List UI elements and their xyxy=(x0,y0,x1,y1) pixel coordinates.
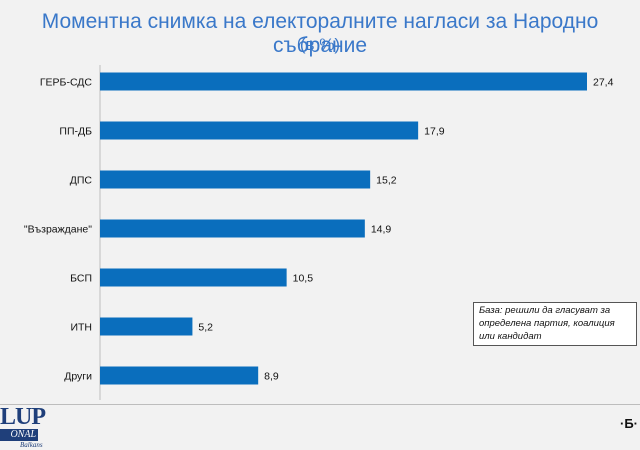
data-label: 27,4 xyxy=(593,77,614,89)
logo-text-sub: Balkans xyxy=(20,441,43,449)
data-label: 8,9 xyxy=(264,371,279,383)
category-label: Други xyxy=(64,371,92,383)
bar xyxy=(100,170,371,189)
data-label: 10,5 xyxy=(293,273,314,285)
bar xyxy=(100,121,419,140)
gallup-logo: LUP ONAL Balkans xyxy=(0,404,70,450)
base-note-line: База: решили да гласуват за xyxy=(479,305,611,316)
category-label: "Възраждане" xyxy=(24,224,92,236)
chart-title: Моментна снимка на електоралните нагласи… xyxy=(41,10,599,57)
base-note: База: решили да гласуват за определена п… xyxy=(473,302,637,346)
data-label: 15,2 xyxy=(376,175,397,187)
data-label: 14,9 xyxy=(371,224,392,236)
logo-text-top: LUP xyxy=(0,404,46,430)
bar-chart: ГЕРБ-СДС 27,4 ПП-ДБ 17,9 ДПС 15,2 "Възраждане"… xyxy=(24,65,614,400)
bar xyxy=(100,268,287,287)
footer-divider xyxy=(0,404,640,405)
category-label: ИТН xyxy=(70,322,92,334)
chart-subtitle: (в %) xyxy=(299,35,341,54)
category-label: ГЕРБ-СДС xyxy=(40,77,93,89)
base-note-line: или кандидат xyxy=(479,331,542,342)
data-label: 17,9 xyxy=(424,126,445,138)
bar xyxy=(100,366,259,385)
data-label: 5,2 xyxy=(198,322,213,334)
category-label: БСП xyxy=(70,273,92,285)
bar xyxy=(100,72,587,91)
logo-text-band: ONAL xyxy=(0,429,38,441)
category-label: ПП-ДБ xyxy=(59,126,92,138)
base-note-line: определена партия, коалиция xyxy=(479,318,615,329)
footer-mark: ·Б· xyxy=(620,416,639,431)
bar xyxy=(100,219,365,238)
bar xyxy=(100,317,193,336)
category-label: ДПС xyxy=(70,175,93,187)
